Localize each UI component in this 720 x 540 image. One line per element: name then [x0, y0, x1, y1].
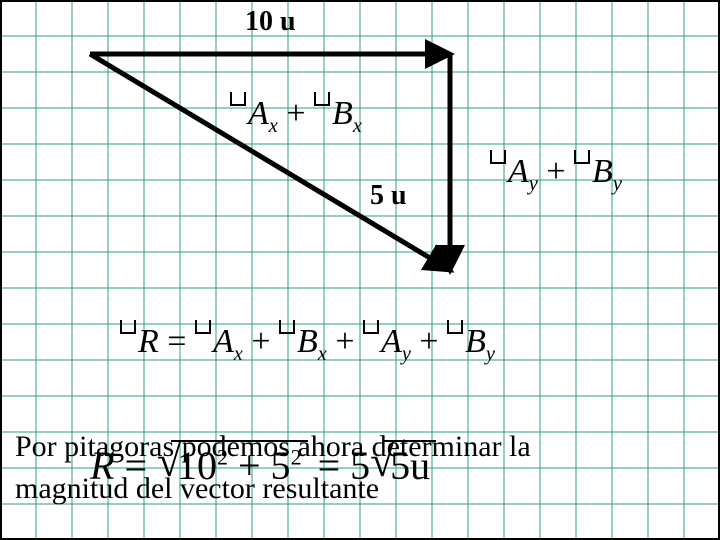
horiz-length-label: 10 u: [245, 6, 296, 38]
vert-length-label: 5 u: [370, 180, 407, 212]
caption-line-1: Por pitagoras podemos ahora determinar l…: [15, 430, 531, 464]
eq-ay-plus-by: Ay + By: [490, 150, 622, 196]
caption-line-2: magnitud del vector resultante: [15, 472, 379, 506]
eq-ax-plus-bx: Ax + Bx: [230, 92, 362, 138]
eq-r-sum: R = Ax + Bx + Ay + By: [120, 320, 495, 366]
